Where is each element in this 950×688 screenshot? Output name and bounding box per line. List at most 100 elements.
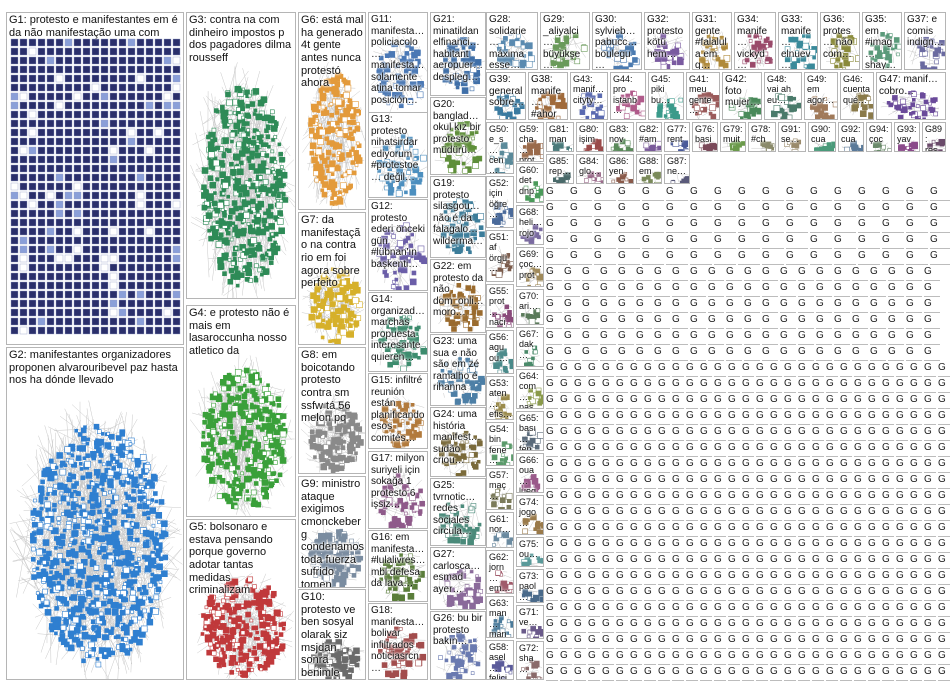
node [406, 170, 411, 175]
node [35, 566, 40, 571]
node [107, 490, 112, 495]
node [250, 402, 254, 407]
node [55, 254, 64, 263]
edge [69, 448, 157, 530]
node [352, 297, 359, 304]
edge [384, 229, 410, 277]
node [327, 326, 332, 330]
node [339, 564, 345, 570]
node [239, 670, 244, 675]
node [100, 254, 109, 263]
node [127, 191, 136, 200]
node [127, 92, 136, 101]
cluster-drawing [370, 36, 427, 115]
node [324, 305, 330, 312]
node [35, 591, 40, 595]
node [209, 408, 214, 412]
node [161, 520, 168, 528]
node [36, 548, 43, 556]
node [137, 557, 141, 561]
node [327, 532, 333, 538]
node [30, 536, 37, 544]
node [19, 236, 28, 245]
node [155, 545, 160, 549]
node [224, 240, 230, 246]
node [226, 194, 231, 199]
node [37, 137, 46, 146]
group-label: G10: protesto ve ben sosyal olarak siz m… [301, 591, 356, 679]
node [10, 56, 19, 65]
node [274, 478, 279, 483]
node [330, 267, 335, 272]
node [397, 186, 401, 190]
node [127, 164, 136, 173]
node [55, 74, 64, 83]
node [90, 481, 96, 487]
node [397, 240, 404, 247]
node [250, 237, 257, 244]
edge [209, 99, 231, 110]
node [109, 155, 118, 164]
node [232, 251, 237, 257]
node [132, 579, 138, 584]
node [335, 439, 340, 445]
node [36, 528, 44, 535]
node [46, 200, 55, 209]
node [28, 101, 37, 110]
node [47, 582, 52, 587]
node [10, 110, 19, 119]
node [330, 455, 337, 462]
node [81, 497, 85, 501]
node [203, 624, 208, 629]
node [10, 272, 19, 281]
node [10, 299, 19, 308]
node [264, 634, 269, 639]
node [37, 128, 46, 137]
node [226, 99, 233, 107]
node [349, 313, 354, 318]
node [264, 252, 269, 257]
node [127, 535, 134, 542]
node [19, 128, 28, 137]
node [154, 245, 163, 254]
node [149, 535, 155, 540]
node [234, 603, 242, 611]
node [235, 487, 240, 492]
node [94, 443, 100, 450]
node [241, 268, 246, 272]
node [109, 137, 118, 146]
node [163, 209, 172, 218]
node [46, 47, 55, 56]
node [259, 621, 266, 629]
node [145, 173, 154, 182]
node [218, 440, 223, 446]
node [80, 427, 87, 434]
node [329, 200, 335, 206]
node [395, 73, 402, 80]
node [46, 227, 55, 236]
node [77, 562, 84, 570]
node [91, 281, 100, 290]
edge [224, 394, 227, 494]
node [107, 469, 115, 476]
node [354, 126, 361, 132]
node [221, 402, 229, 410]
node [97, 438, 105, 446]
node [130, 589, 136, 596]
node [58, 500, 62, 505]
node [244, 147, 251, 154]
node [172, 92, 181, 101]
node [141, 584, 147, 590]
node [348, 323, 353, 328]
edge [224, 575, 246, 580]
node [43, 599, 50, 606]
node [56, 516, 62, 521]
edge [329, 108, 342, 130]
node [49, 570, 53, 574]
node [130, 496, 137, 503]
node [59, 491, 64, 496]
node [154, 281, 163, 290]
node [111, 445, 115, 450]
node [230, 456, 238, 463]
node [213, 391, 218, 397]
